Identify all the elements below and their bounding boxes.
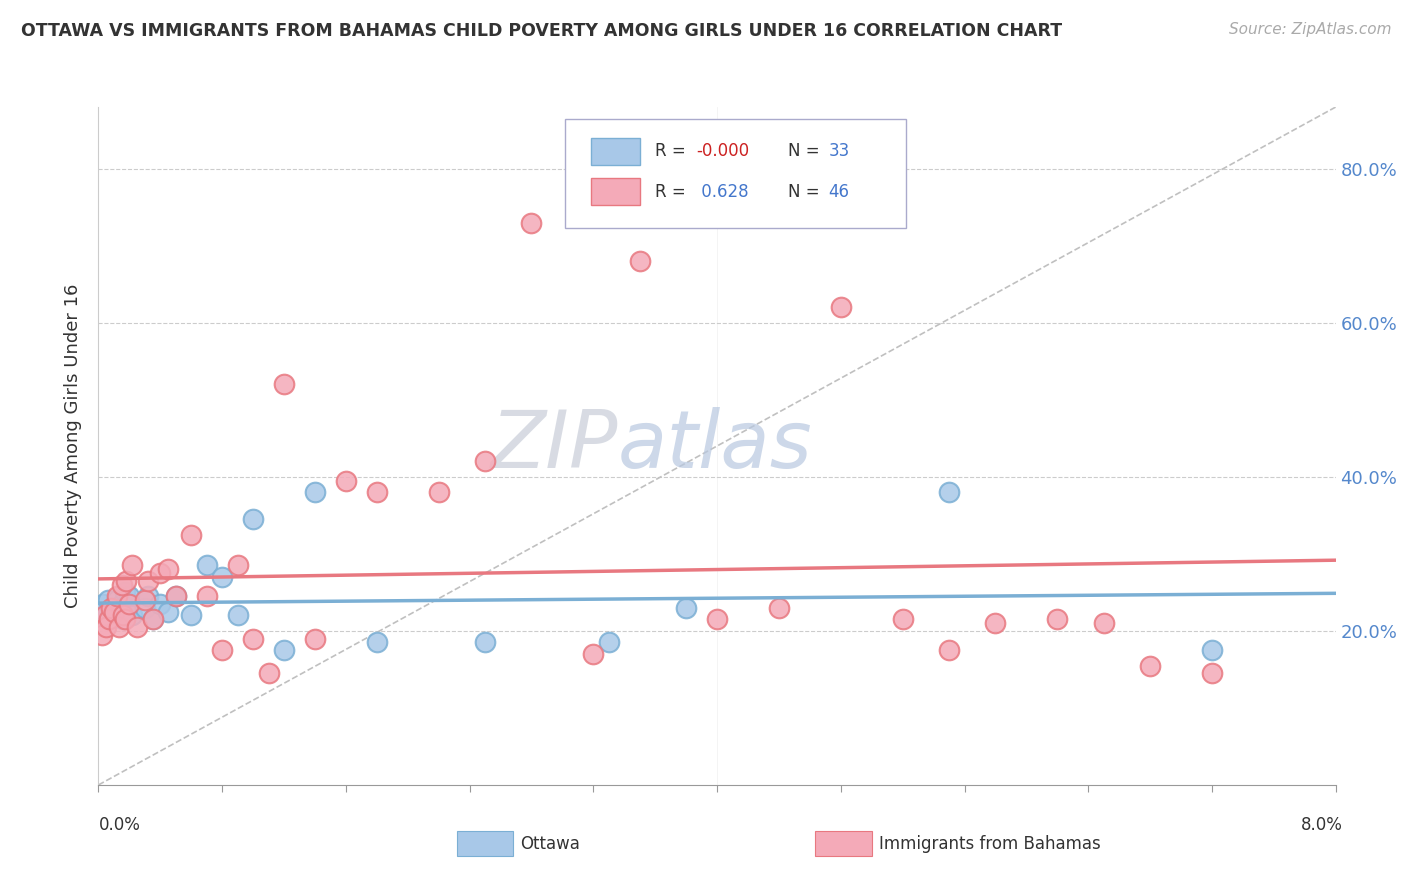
Point	[273, 643, 295, 657]
Point	[830, 301, 852, 315]
Text: Immigrants from Bahamas: Immigrants from Bahamas	[879, 835, 1101, 853]
Text: 8.0%: 8.0%	[1301, 816, 1343, 834]
Y-axis label: Child Poverty Among Girls Under 16: Child Poverty Among Girls Under 16	[65, 284, 83, 608]
Point	[118, 597, 141, 611]
Point	[768, 600, 790, 615]
Point	[304, 485, 326, 500]
Text: R =: R =	[655, 142, 692, 160]
Point	[938, 485, 960, 500]
Point	[273, 377, 295, 392]
Text: 46: 46	[828, 183, 849, 201]
Point	[107, 608, 129, 623]
Point	[474, 635, 496, 649]
Point	[226, 558, 249, 573]
Point	[195, 589, 218, 603]
Point	[100, 600, 122, 615]
Point	[98, 612, 121, 626]
Text: 0.0%: 0.0%	[98, 816, 141, 834]
Point	[91, 597, 114, 611]
Point	[127, 620, 149, 634]
Point	[107, 620, 129, 634]
Point	[111, 597, 134, 611]
Point	[121, 608, 143, 623]
Bar	[591, 178, 640, 205]
Point	[105, 589, 128, 603]
Point	[675, 600, 697, 615]
Point	[1201, 666, 1223, 681]
Text: Ottawa: Ottawa	[520, 835, 581, 853]
Point	[366, 635, 388, 649]
Point	[938, 643, 960, 657]
Point	[195, 558, 218, 573]
Point	[149, 566, 172, 580]
Point	[100, 605, 122, 619]
Point	[257, 666, 280, 681]
Point	[582, 647, 605, 661]
Text: N =: N =	[787, 183, 824, 201]
Point	[474, 454, 496, 468]
Point	[157, 562, 180, 576]
Point	[96, 620, 118, 634]
Text: ZIP: ZIP	[491, 407, 619, 485]
Point	[136, 574, 159, 588]
Point	[103, 605, 125, 619]
Point	[598, 635, 620, 649]
Point	[706, 612, 728, 626]
Point	[628, 254, 651, 268]
Point	[142, 612, 165, 626]
Point	[93, 608, 115, 623]
Point	[90, 628, 112, 642]
Point	[1092, 616, 1115, 631]
Point	[520, 216, 543, 230]
Point	[211, 643, 233, 657]
Bar	[591, 137, 640, 165]
Point	[366, 485, 388, 500]
Point	[114, 585, 136, 599]
Point	[335, 474, 357, 488]
Point	[118, 589, 141, 603]
Point	[105, 593, 128, 607]
Point	[96, 608, 118, 623]
Text: 33: 33	[828, 142, 849, 160]
Point	[165, 589, 187, 603]
Point	[112, 612, 135, 626]
Point	[111, 577, 134, 591]
Point	[427, 485, 450, 500]
Point	[121, 558, 143, 573]
Point	[180, 527, 202, 541]
Point	[115, 605, 138, 619]
Point	[112, 608, 135, 623]
Point	[984, 616, 1007, 631]
FancyBboxPatch shape	[565, 119, 907, 227]
Point	[134, 593, 156, 607]
Point	[180, 608, 202, 623]
Point	[1201, 643, 1223, 657]
Point	[304, 632, 326, 646]
Text: 0.628: 0.628	[696, 183, 748, 201]
Point	[1046, 612, 1069, 626]
Point	[97, 593, 120, 607]
Point	[1139, 658, 1161, 673]
Point	[98, 612, 121, 626]
Text: atlas: atlas	[619, 407, 813, 485]
Text: -0.000: -0.000	[696, 142, 749, 160]
Point	[157, 605, 180, 619]
Point	[136, 589, 159, 603]
Point	[165, 589, 187, 603]
Point	[226, 608, 249, 623]
Point	[149, 597, 172, 611]
Point	[891, 612, 914, 626]
Text: N =: N =	[787, 142, 824, 160]
Point	[134, 600, 156, 615]
Point	[103, 600, 125, 615]
Point	[115, 574, 138, 588]
Point	[114, 612, 136, 626]
Point	[242, 632, 264, 646]
Point	[142, 612, 165, 626]
Text: Source: ZipAtlas.com: Source: ZipAtlas.com	[1229, 22, 1392, 37]
Text: OTTAWA VS IMMIGRANTS FROM BAHAMAS CHILD POVERTY AMONG GIRLS UNDER 16 CORRELATION: OTTAWA VS IMMIGRANTS FROM BAHAMAS CHILD …	[21, 22, 1062, 40]
Point	[211, 570, 233, 584]
Point	[242, 512, 264, 526]
Text: R =: R =	[655, 183, 692, 201]
